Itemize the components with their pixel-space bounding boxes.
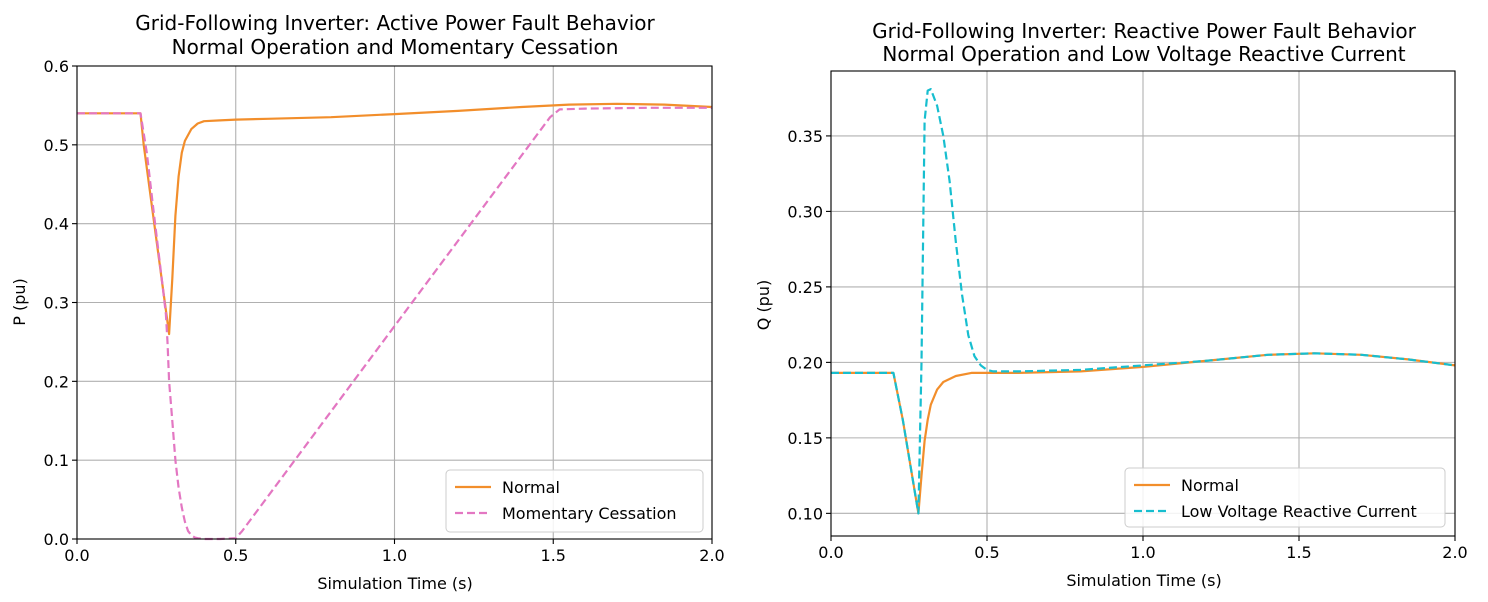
x-tick-label: 1.5 xyxy=(541,546,566,565)
series-group xyxy=(831,87,1456,515)
x-tick-label: 2.0 xyxy=(1442,543,1467,562)
y-tick-label: 0.20 xyxy=(787,353,823,372)
y-tick-label: 0.2 xyxy=(44,372,69,391)
tick-group: 0.0 0.5 1.0 1.5 2.0 0.0 0.1 0.2 0.3 0.4 0.5 0.6 xyxy=(44,57,725,565)
chart-title-line1: Grid-Following Inverter: Reactive Power … xyxy=(872,19,1416,43)
y-tick-label: 0.25 xyxy=(787,278,823,297)
legend: Normal Momentary Cessation xyxy=(445,469,704,533)
series-line-normal xyxy=(77,102,713,336)
legend-label: Normal xyxy=(1181,476,1239,495)
x-axis-label: Simulation Time (s) xyxy=(317,574,472,593)
x-tick-label: 0.5 xyxy=(223,546,248,565)
gridlines xyxy=(76,65,713,540)
legend: Normal Low Voltage Reactive Current xyxy=(1124,467,1446,528)
chart-title-line2: Normal Operation and Low Voltage Reactiv… xyxy=(882,42,1405,66)
series-line-momentary-cessation xyxy=(77,106,712,541)
tick-group: 0.0 0.5 1.0 1.5 2.0 0.10 0.15 0.20 0.25 0.30 0.35 xyxy=(787,127,1467,562)
x-tick-label: 0.0 xyxy=(64,546,89,565)
legend-box xyxy=(445,469,704,533)
y-tick-label: 0.5 xyxy=(44,136,69,155)
chart-title-line2: Normal Operation and Momentary Cessation xyxy=(172,35,619,59)
x-tick-label: 1.5 xyxy=(1286,543,1311,562)
x-tick-label: 0.0 xyxy=(818,543,843,562)
y-axis-label: Q (pu) xyxy=(754,280,773,330)
legend-label: Momentary Cessation xyxy=(502,504,677,523)
y-tick-label: 0.1 xyxy=(44,451,69,470)
y-tick-label: 0.35 xyxy=(787,127,823,146)
active-power-chart: Grid-Following Inverter: Active Power Fa… xyxy=(10,11,725,593)
y-tick-label: 0.3 xyxy=(44,294,69,313)
x-tick-label: 2.0 xyxy=(699,546,724,565)
x-tick-label: 1.0 xyxy=(382,546,407,565)
reactive-power-chart: Grid-Following Inverter: Reactive Power … xyxy=(754,19,1468,590)
y-tick-label: 0.10 xyxy=(787,504,823,523)
y-tick-label: 0.6 xyxy=(44,57,69,76)
series-line-low-voltage-reactive-current xyxy=(831,87,1456,515)
legend-label: Normal xyxy=(502,478,560,497)
legend-box xyxy=(1124,467,1446,528)
x-axis-label: Simulation Time (s) xyxy=(1066,571,1221,590)
y-tick-label: 0.15 xyxy=(787,429,823,448)
legend-label: Low Voltage Reactive Current xyxy=(1181,502,1417,521)
y-tick-label: 0.30 xyxy=(787,202,823,221)
x-tick-label: 0.5 xyxy=(974,543,999,562)
y-axis-label: P (pu) xyxy=(10,278,29,326)
chart-title-line1: Grid-Following Inverter: Active Power Fa… xyxy=(135,11,655,35)
y-tick-label: 0.4 xyxy=(44,215,69,234)
x-tick-label: 1.0 xyxy=(1130,543,1155,562)
series-group xyxy=(77,102,713,541)
y-tick-label: 0.0 xyxy=(44,530,69,549)
